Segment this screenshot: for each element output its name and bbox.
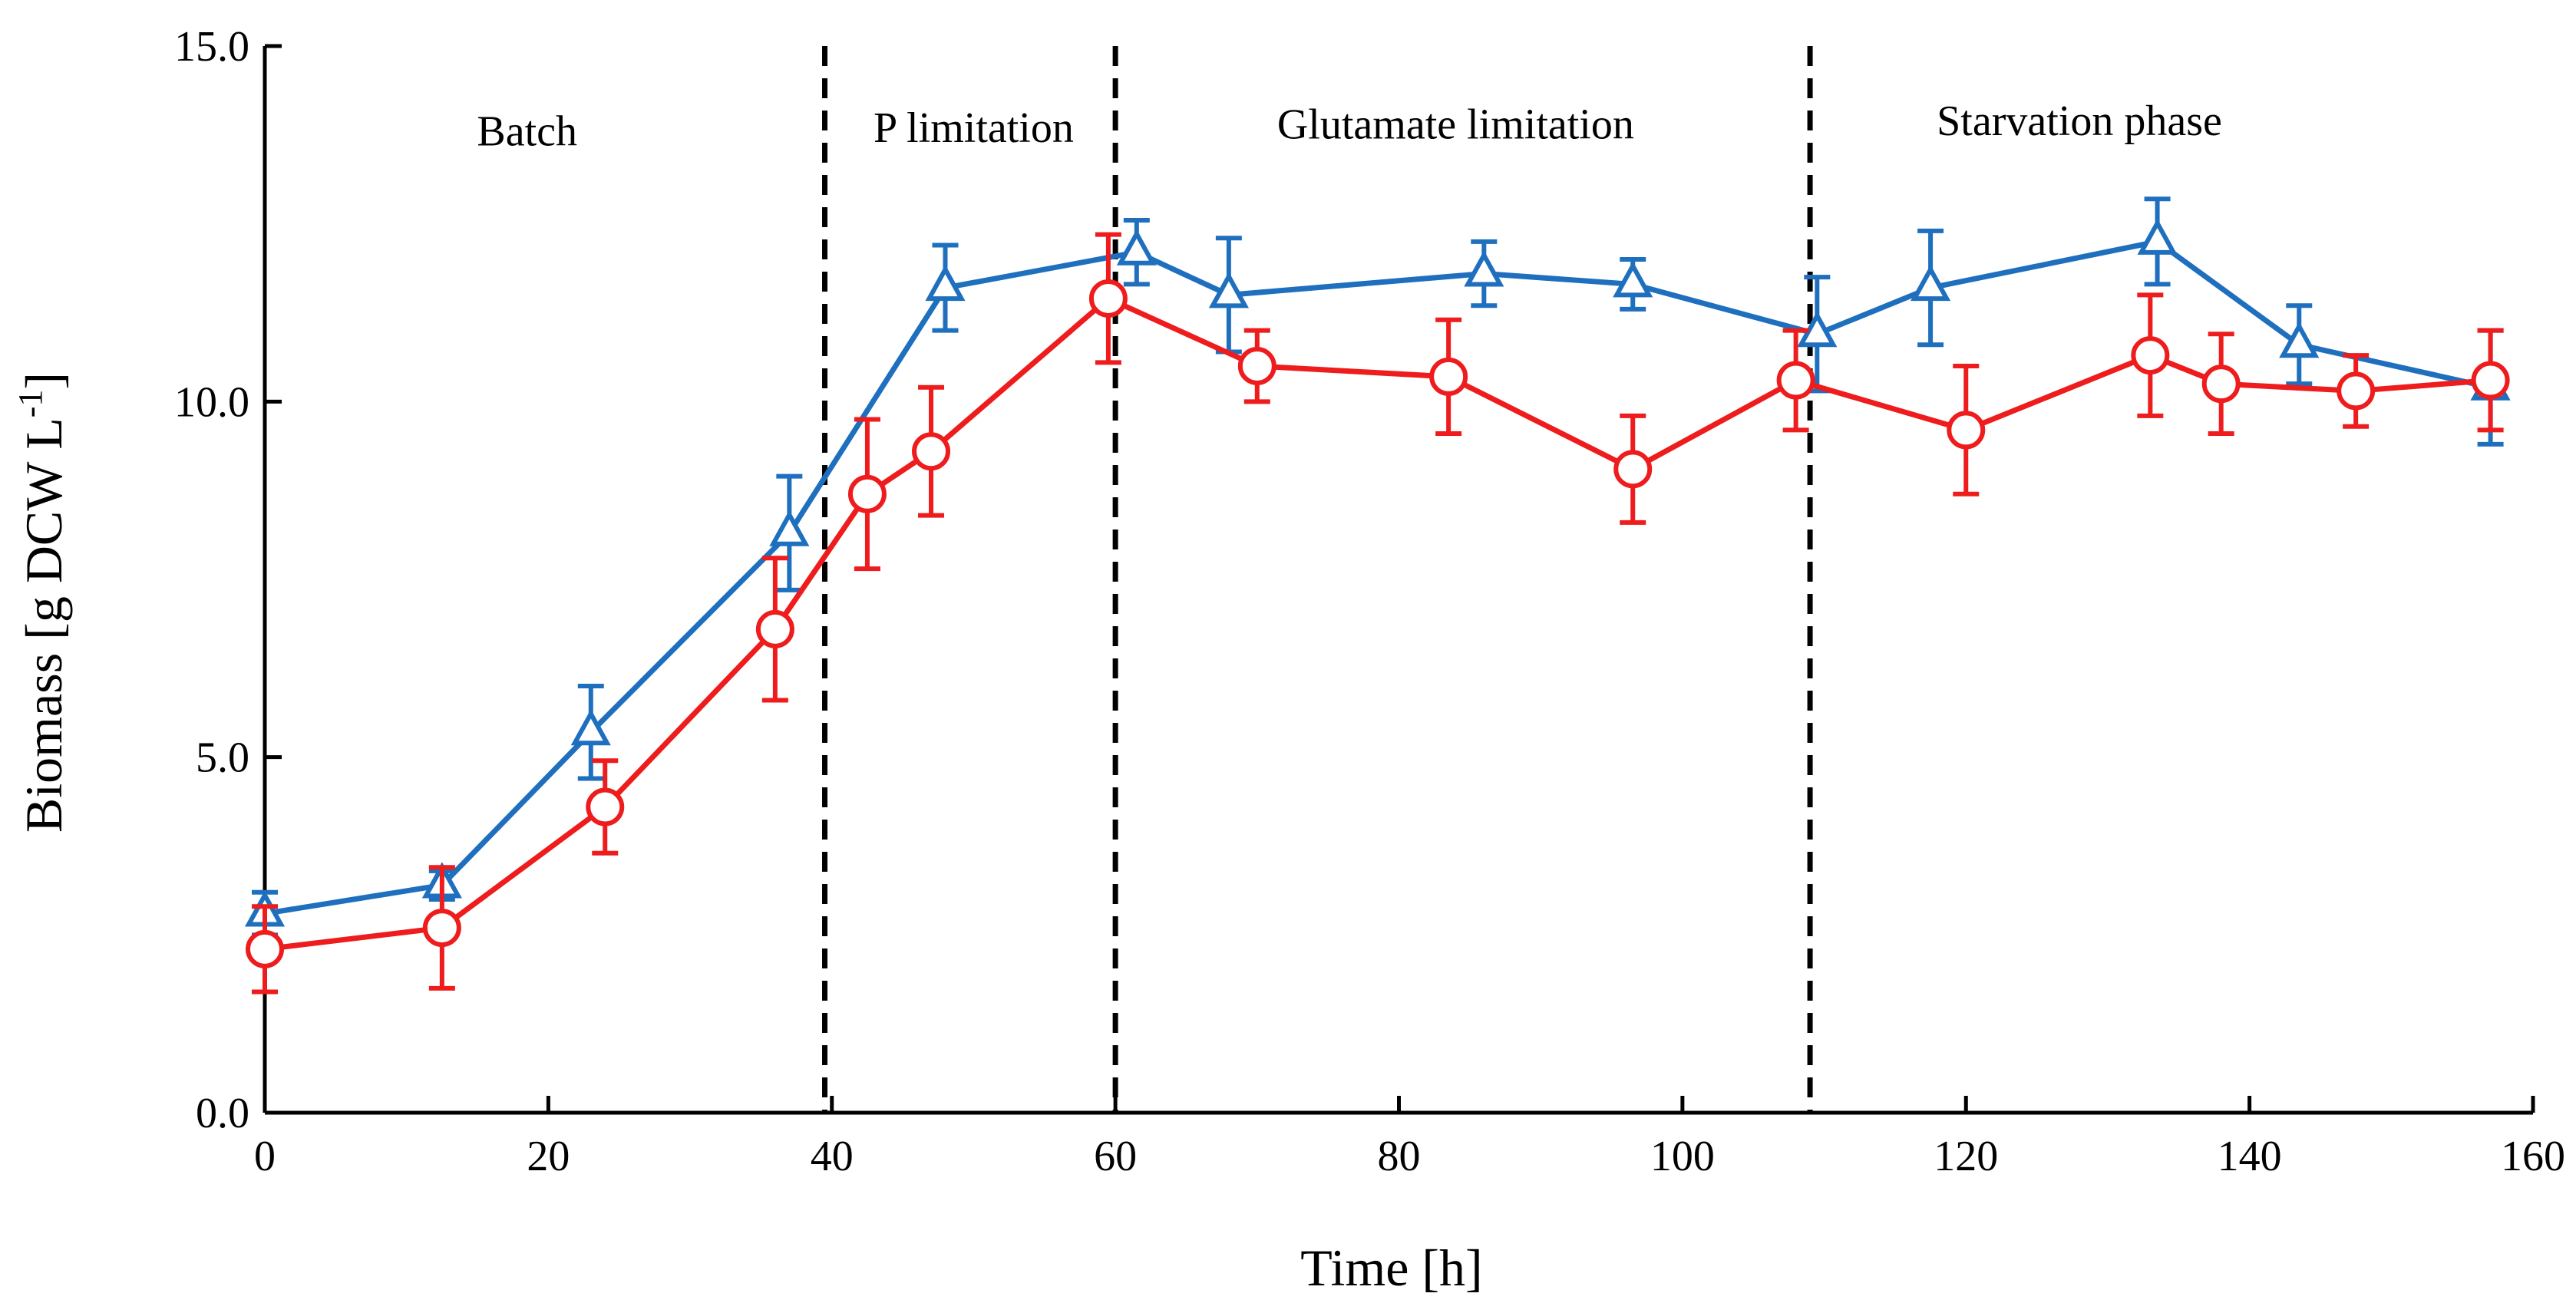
x-axis-title: Time [h] [1300,1239,1482,1297]
triangle-point [769,510,810,546]
x-tick-label: 160 [2501,1133,2565,1180]
triangle-point [1208,272,1249,308]
triangle-point [1797,311,1838,348]
circle-point [2201,365,2241,404]
y-tick-label: 5.0 [196,734,249,782]
y-tick-label: 0.0 [196,1090,249,1137]
x-tick-label: 80 [1378,1133,1421,1180]
triangle-point [925,264,966,302]
circle-point [246,929,284,968]
x-tick-label: 60 [1094,1133,1137,1180]
phase-label: Batch [477,108,577,156]
circle-point [2471,361,2510,400]
phase-label: P limitation [874,104,1074,152]
triangle-point [2137,218,2178,255]
y-tick-label: 15.0 [174,23,249,71]
triangle-point [570,709,611,746]
circle-point [422,909,461,948]
phase-label: Starvation phase [1937,97,2222,145]
triangle-point [1116,229,1157,266]
circle-point [586,787,625,826]
triangle-point [1464,250,1504,287]
circle-point [1776,361,1815,400]
circle-point [755,609,794,648]
triangle-point [1613,261,1653,298]
circle-point [1429,357,1468,396]
circle-series-line [264,295,2491,952]
circle-point [847,474,887,513]
y-axis-title-main: Biomass [g DCW L [15,417,73,833]
circle-point [1947,411,1986,450]
x-tick-label: 20 [527,1133,570,1180]
circle-point [1088,279,1128,318]
x-tick-label: 40 [811,1133,854,1180]
y-axis-title-superscript: -1 [12,390,49,418]
triangle-point [2279,321,2320,358]
plot-area: 0 20 40 60 80 100 120 140 160 0.0 5.0 10.0 15.0 Batch… [174,23,2565,1180]
circle-point [2337,371,2376,411]
y-axis-title: Biomass [g DCW L-1] [12,372,73,833]
circle-point [2131,336,2170,375]
circle-point [912,432,951,471]
x-tick-label: 140 [2218,1133,2282,1180]
y-axis-title-end: ] [15,372,73,390]
x-tick-label: 100 [1650,1133,1715,1180]
triangle-point [1910,264,1951,302]
y-tick-label: 10.0 [174,378,249,426]
phase-label: Glutamate limitation [1277,101,1634,148]
circle-point [1613,450,1653,489]
triangle-series-line [264,239,2492,916]
x-tick-label: 0 [254,1133,276,1180]
x-tick-label: 120 [1934,1133,1998,1180]
circle-point [1237,347,1276,385]
